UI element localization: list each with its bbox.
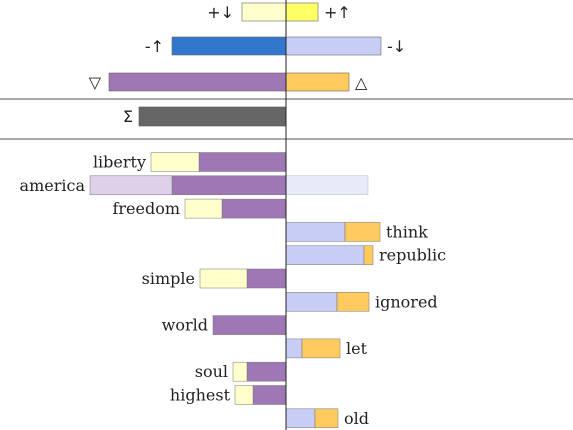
word-bar-soul-1 <box>232 361 248 382</box>
word-label-highest: highest <box>170 386 231 405</box>
word-bar-let-1 <box>301 338 341 359</box>
word-label-liberty: liberty <box>93 153 146 172</box>
word-bar-world-0 <box>212 315 287 335</box>
word-label-republic: republic <box>379 246 446 265</box>
word-label-freedom: freedom <box>112 199 180 218</box>
word-bar-republic-1 <box>363 245 374 265</box>
sigma-bar <box>138 106 287 127</box>
word-bar-liberty-0 <box>198 152 287 172</box>
legend-bar-delta <box>285 72 350 92</box>
legend-bar-nabla <box>108 72 287 92</box>
word-bar-simple-0 <box>246 268 287 289</box>
legend-symbol-minus_up: -↑ <box>145 37 164 56</box>
word-bar-highest-0 <box>252 385 287 405</box>
legend-bar-minus_up <box>171 36 287 56</box>
word-label-ignored: ignored <box>375 292 438 311</box>
word-label-soul: soul <box>195 362 228 381</box>
word-label-think: think <box>386 222 428 241</box>
word-bar-old-1 <box>314 408 339 429</box>
word-bar-republic-0 <box>285 245 365 265</box>
legend-bar-minus_down <box>285 36 382 56</box>
word-bar-america-0 <box>171 175 287 196</box>
legend-symbol-minus_down: -↓ <box>387 37 406 56</box>
word-bar-old-0 <box>285 408 316 429</box>
word-bar-think-1 <box>344 222 381 242</box>
word-bar-highest-1 <box>234 385 254 405</box>
legend-bar-plus_up <box>285 2 319 22</box>
word-bar-freedom-1 <box>184 198 223 219</box>
word-label-simple: simple <box>142 269 195 288</box>
word-bar-think-0 <box>285 222 346 242</box>
word-bar-ignored-1 <box>336 292 370 312</box>
word-bar-freedom-0 <box>221 198 287 219</box>
legend-symbol-nabla: ▽ <box>89 73 102 92</box>
word-label-old: old <box>344 409 369 428</box>
word-bar-america-1 <box>89 175 173 196</box>
legend-bar-plus_down <box>241 2 287 22</box>
word-label-america: america <box>20 176 86 195</box>
legend-symbol-plus_down: +↓ <box>207 3 234 22</box>
word-bar-ignored-0 <box>285 292 338 312</box>
word-bar-liberty-1 <box>150 152 200 172</box>
legend-symbol-delta: △ <box>355 73 368 92</box>
word-bar-simple-1 <box>199 268 248 289</box>
word-bar-soul-0 <box>246 361 287 382</box>
word-bar-america-mirror <box>285 175 369 196</box>
word-label-let: let <box>346 339 368 358</box>
legend-symbol-plus_up: +↑ <box>324 3 351 22</box>
sigma-symbol: Σ <box>123 107 133 126</box>
word-bar-let-0 <box>285 338 303 359</box>
word-label-world: world <box>162 316 208 335</box>
